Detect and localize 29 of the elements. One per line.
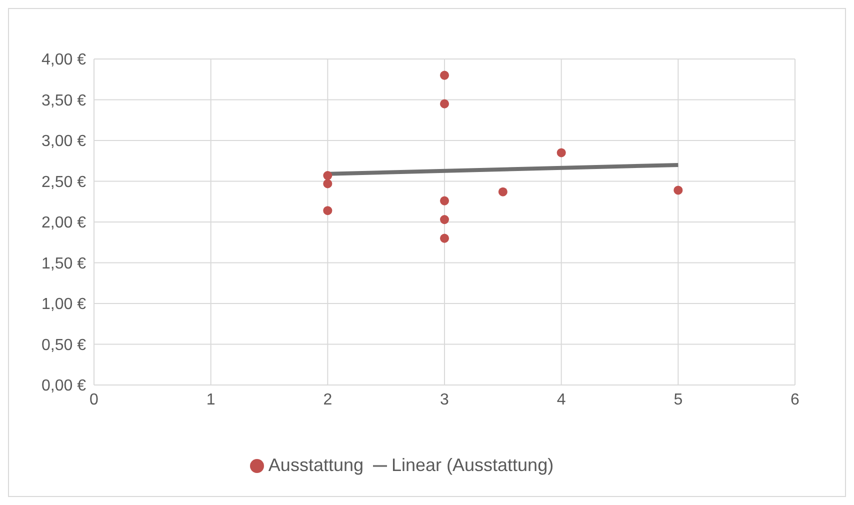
x-tick-label: 3 <box>440 391 450 408</box>
y-tick-label: 4,00 € <box>42 52 86 69</box>
point <box>323 171 332 180</box>
y-tick-label: 3,00 € <box>42 133 86 150</box>
point <box>440 234 450 243</box>
y-tick-label: 2,00 € <box>42 214 86 232</box>
legend-label: Ausstattung <box>268 455 364 475</box>
point <box>440 215 450 224</box>
point <box>556 148 566 158</box>
x-tick-label: 4 <box>556 391 566 408</box>
point <box>323 179 332 188</box>
point <box>440 196 450 206</box>
y-tick-label: 1,50 € <box>42 255 86 272</box>
x-tick-label: 6 <box>790 391 800 408</box>
y-tick-label: 3,50 € <box>42 92 86 110</box>
point <box>440 99 450 108</box>
y-tick-label: 1,00 € <box>42 296 86 314</box>
legend-label: Linear (Ausstattung) <box>391 455 554 475</box>
y-tick-label: 0,00 € <box>42 378 86 395</box>
y-tick-label: 0,50 € <box>42 336 86 354</box>
x-tick-label: 2 <box>323 391 332 408</box>
point <box>440 70 450 80</box>
point <box>498 187 508 196</box>
x-tick-label: 0 <box>90 391 99 408</box>
x-tick-label: 5 <box>674 391 683 408</box>
x-tick-label: 1 <box>206 391 216 408</box>
point <box>674 186 683 195</box>
y-tick-label: 2,50 € <box>42 174 86 191</box>
point <box>323 206 332 216</box>
